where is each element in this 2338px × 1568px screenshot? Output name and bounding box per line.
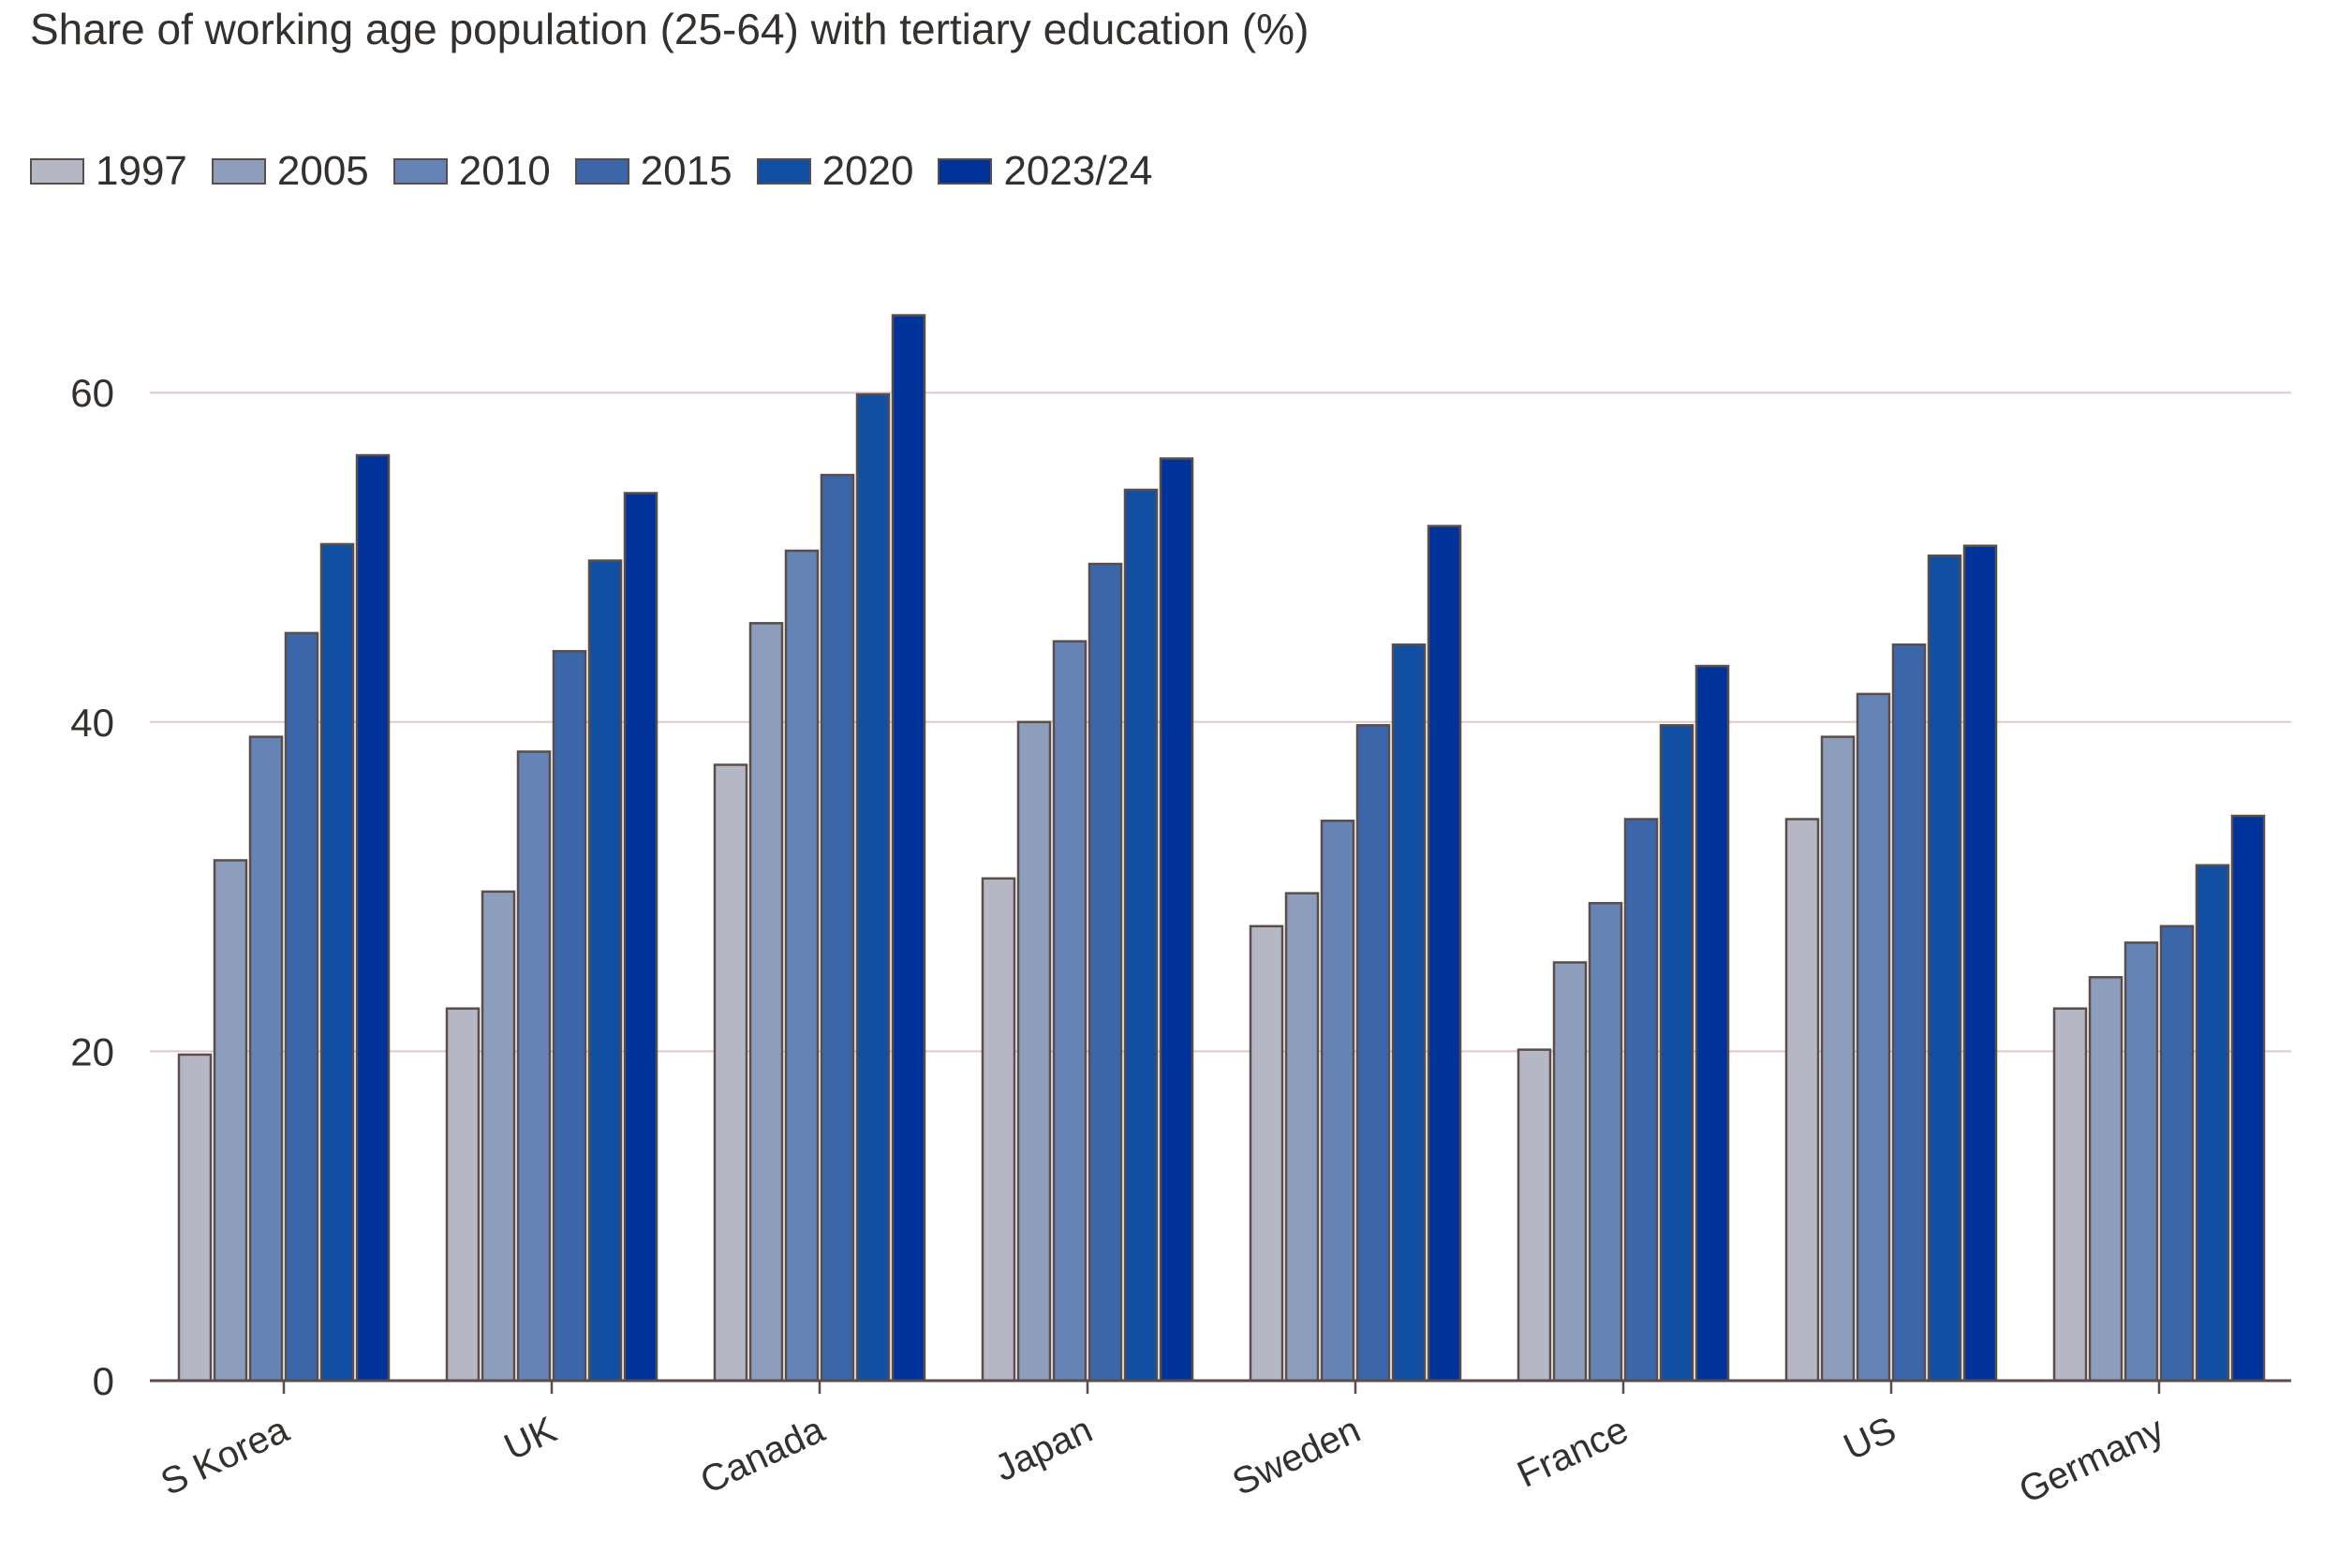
bar-s-korea-2020 xyxy=(319,542,355,1383)
bar-japan-2015 xyxy=(1088,562,1123,1383)
bar-us-1997 xyxy=(1784,818,1820,1383)
legend-item-2023-24: 2023/24 xyxy=(938,148,1153,195)
bar-s-korea-1997 xyxy=(177,1053,213,1383)
legend-label: 1997 xyxy=(96,148,187,194)
bar-s-korea-2023-24 xyxy=(355,453,391,1383)
bar-germany-2023-24 xyxy=(2230,814,2266,1383)
bar-us-2010 xyxy=(1856,692,1891,1383)
bar-germany-2005 xyxy=(2088,976,2123,1383)
bar-s-korea-2005 xyxy=(213,859,248,1383)
bar-uk-2010 xyxy=(516,750,552,1383)
legend-swatch xyxy=(938,158,993,185)
bar-uk-2005 xyxy=(481,890,516,1383)
bars xyxy=(177,314,2266,1383)
category-label: Canada xyxy=(694,1409,831,1501)
bar-sweden-2020 xyxy=(1391,643,1427,1383)
bar-france-2005 xyxy=(1552,961,1588,1383)
category-label: US xyxy=(1838,1409,1902,1468)
category-label: UK xyxy=(498,1409,563,1468)
legend-item-2010: 2010 xyxy=(392,148,551,195)
legend-item-2020: 2020 xyxy=(756,148,914,195)
bar-france-2020 xyxy=(1659,724,1694,1383)
bar-sweden-2015 xyxy=(1355,724,1391,1383)
y-tick-label: 40 xyxy=(70,701,114,745)
bar-japan-2023-24 xyxy=(1159,457,1194,1383)
bar-us-2005 xyxy=(1820,735,1856,1383)
bar-us-2023-24 xyxy=(1962,544,1998,1383)
legend-label: 2015 xyxy=(640,148,732,194)
bar-s-korea-2010 xyxy=(248,735,284,1383)
bar-sweden-1997 xyxy=(1249,925,1284,1383)
bar-sweden-2023-24 xyxy=(1427,525,1462,1383)
bar-germany-2015 xyxy=(2159,925,2195,1383)
bar-france-2023-24 xyxy=(1694,664,1730,1383)
bar-japan-2010 xyxy=(1052,640,1088,1383)
bar-france-1997 xyxy=(1517,1048,1552,1383)
legend-swatch xyxy=(211,158,266,185)
y-tick-label: 0 xyxy=(93,1359,114,1403)
bar-canada-2010 xyxy=(784,549,820,1383)
bar-japan-1997 xyxy=(981,877,1016,1383)
legend-label: 2010 xyxy=(458,148,551,194)
chart-legend: 1997 2005 2010 2015 2020 2023/24 xyxy=(30,148,1153,195)
bar-germany-2020 xyxy=(2195,864,2230,1383)
legend-item-1997: 1997 xyxy=(30,148,187,195)
category-labels: S Korea UK Canada Japan Sweden France US German… xyxy=(155,1409,2170,1512)
bar-canada-2015 xyxy=(820,473,855,1383)
bar-sweden-2010 xyxy=(1320,820,1355,1383)
bar-japan-2020 xyxy=(1123,488,1159,1383)
bar-japan-2005 xyxy=(1016,720,1052,1383)
category-label: France xyxy=(1511,1409,1634,1495)
bar-france-2015 xyxy=(1623,818,1659,1383)
legend-label: 2023/24 xyxy=(1003,148,1153,194)
category-label: Germany xyxy=(2013,1409,2170,1511)
category-label: Japan xyxy=(988,1409,1098,1489)
legend-swatch xyxy=(574,158,629,185)
category-label: S Korea xyxy=(155,1409,295,1503)
x-axis xyxy=(150,1379,2291,1394)
bar-uk-2023-24 xyxy=(623,492,658,1383)
bar-sweden-2005 xyxy=(1284,892,1320,1383)
legend-swatch xyxy=(392,158,448,185)
legend-item-2015: 2015 xyxy=(574,148,732,195)
y-axis-ticks: 0 20 40 60 xyxy=(70,371,114,1403)
bar-uk-2015 xyxy=(552,649,587,1383)
bar-canada-2023-24 xyxy=(891,314,926,1383)
bar-canada-2020 xyxy=(855,392,891,1383)
bar-canada-2005 xyxy=(748,622,784,1383)
legend-item-2005: 2005 xyxy=(211,148,369,195)
bar-uk-2020 xyxy=(587,559,623,1383)
legend-swatch xyxy=(30,158,84,185)
category-label: Sweden xyxy=(1226,1409,1367,1503)
chart-title: Share of working age population (25-64) … xyxy=(30,5,1310,53)
legend-label: 2020 xyxy=(821,148,914,194)
legend-label: 2005 xyxy=(276,148,369,194)
y-tick-label: 20 xyxy=(70,1029,114,1073)
bar-uk-1997 xyxy=(445,1007,481,1383)
y-tick-label: 60 xyxy=(70,371,114,415)
bar-france-2010 xyxy=(1588,901,1623,1383)
bar-germany-2010 xyxy=(2123,941,2159,1383)
bar-canada-1997 xyxy=(713,763,748,1383)
legend-swatch xyxy=(756,158,811,185)
bar-us-2020 xyxy=(1927,554,1962,1383)
bar-germany-1997 xyxy=(2052,1007,2088,1383)
bar-us-2015 xyxy=(1891,643,1927,1383)
bar-s-korea-2015 xyxy=(284,631,319,1383)
